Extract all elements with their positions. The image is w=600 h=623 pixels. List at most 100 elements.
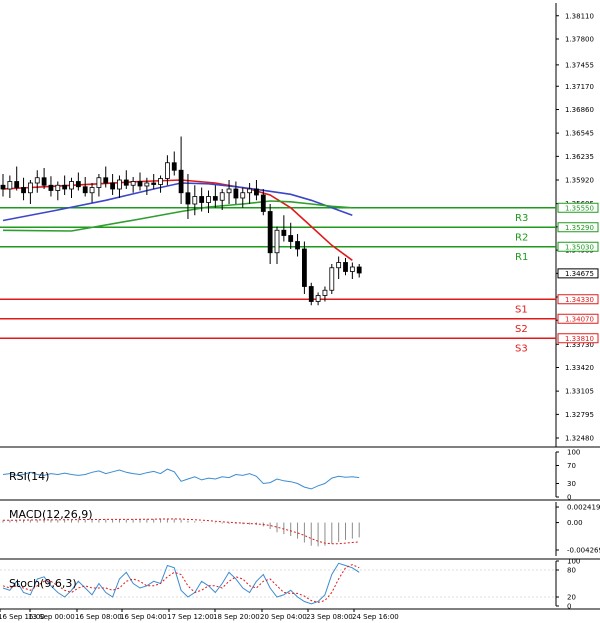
candle-body xyxy=(206,196,211,203)
candle-body xyxy=(96,177,102,188)
candle-body xyxy=(144,182,150,187)
price-tick-label: 1.32480 xyxy=(565,435,594,443)
level-tag-box xyxy=(557,202,599,213)
candle-body xyxy=(315,295,321,302)
candle-body xyxy=(343,262,348,272)
level-tag-value: 1.35550 xyxy=(565,204,594,212)
candle-body xyxy=(21,187,26,194)
candle-body xyxy=(308,286,314,302)
candle-body xyxy=(212,196,218,201)
price-plot-area xyxy=(0,3,556,447)
candle-body xyxy=(62,184,68,190)
candle-body xyxy=(27,182,33,194)
candle-body xyxy=(130,181,136,186)
macd-pane[interactable]: 0.002419 0.00 -0.004269 MACD(12,26,9) xyxy=(0,502,600,560)
price-tick-label: 1.33105 xyxy=(565,388,594,396)
rsi-pane[interactable]: 100 70 30 0 RSI(14) xyxy=(0,449,600,502)
level-tag-box xyxy=(557,222,599,233)
level-label-r1: R1 xyxy=(515,252,528,263)
candle-body xyxy=(89,187,95,194)
level-tag-value: 1.33810 xyxy=(565,335,594,343)
stoch-d-line xyxy=(2,564,360,603)
candle-body xyxy=(14,181,20,188)
candle-body xyxy=(55,184,61,191)
stoch-tick-label: 0 xyxy=(567,603,571,611)
price-tick-label: 1.33730 xyxy=(565,341,594,349)
candle-body xyxy=(103,177,109,184)
price-tick-label: 1.37800 xyxy=(565,36,594,44)
time-tick-label: 16 Sep 04:00 xyxy=(120,613,167,621)
candle-body xyxy=(281,229,287,236)
candle-body xyxy=(158,178,163,185)
candle-body xyxy=(7,181,13,190)
candle-body xyxy=(240,192,246,199)
stoch-tick-label: 80 xyxy=(567,567,576,575)
macd-signal-line xyxy=(3,518,360,545)
candle-body xyxy=(322,289,328,296)
time-tick-label: 17 Sep 12:00 xyxy=(167,613,214,621)
rsi-title: RSI(14) xyxy=(9,470,49,483)
time-tick-label: 16 Sep 16:00 xyxy=(0,613,45,621)
level-label-r2: R2 xyxy=(515,232,528,243)
time-tick-label: 13 Sep 00:00 xyxy=(28,613,75,621)
price-pane[interactable]: 1.38110 1.37800 1.37455 1.37170 1.36860 1.365… xyxy=(0,3,600,448)
price-tick-label: 1.33420 xyxy=(565,364,594,372)
candle-body xyxy=(41,177,47,186)
current-price-label: 1.34675 xyxy=(565,270,594,278)
level-tag-box xyxy=(557,241,599,252)
candle-body xyxy=(34,177,40,184)
candle-body xyxy=(117,179,122,190)
candle-body xyxy=(123,179,129,186)
candle-body xyxy=(295,241,300,250)
stoch-title: Stoch(9,6,3) xyxy=(9,577,77,590)
level-tag-box xyxy=(557,333,599,344)
candle-body xyxy=(274,229,280,254)
stoch-tick-label: 20 xyxy=(567,594,576,602)
rsi-tick-label: 70 xyxy=(567,462,576,470)
time-tick-label: 16 Sep 08:00 xyxy=(75,613,122,621)
candle-body xyxy=(171,162,177,171)
rsi-tick-label: 100 xyxy=(567,449,580,457)
candle-body xyxy=(199,196,205,203)
price-tick-label: 1.36545 xyxy=(565,130,594,138)
candle-body xyxy=(192,196,198,205)
stoch-tick-label: 100 xyxy=(567,558,580,566)
time-tick-label: 23 Sep 08:00 xyxy=(306,613,353,621)
level-label-s1: S1 xyxy=(515,304,528,315)
macd-title: MACD(12,26,9) xyxy=(9,508,93,521)
candle-body xyxy=(82,186,88,194)
macd-tick-label: 0.00 xyxy=(567,519,583,527)
candle-body xyxy=(329,267,335,291)
time-tick-label: 20 Sep 04:00 xyxy=(260,613,307,621)
moving-average-line xyxy=(2,182,353,222)
level-tag-value: 1.34070 xyxy=(565,315,594,323)
time-tick-label: 24 Sep 16:00 xyxy=(352,613,399,621)
price-tick-label: 1.32795 xyxy=(565,411,594,419)
candle-body xyxy=(151,182,157,185)
price-tick-label: 1.38110 xyxy=(565,12,594,20)
macd-tick-label: -0.004269 xyxy=(567,547,600,555)
stoch-k-line xyxy=(2,562,360,605)
candle-body xyxy=(219,192,225,201)
candle-body xyxy=(288,235,294,242)
price-tick-label: 1.36860 xyxy=(565,106,594,114)
candle-body xyxy=(185,192,191,205)
candle-body xyxy=(267,211,273,254)
level-label-r3: R3 xyxy=(515,213,528,224)
level-tag-value: 1.35290 xyxy=(565,224,594,232)
candle-body xyxy=(164,162,170,179)
price-tick-label: 1.37455 xyxy=(565,61,594,69)
candle-body xyxy=(48,184,54,191)
candle-body xyxy=(110,182,115,190)
candle-body xyxy=(247,188,253,194)
price-tick-label: 1.35920 xyxy=(565,177,594,185)
macd-tick-label: 0.002419 xyxy=(567,504,600,512)
candle-body xyxy=(137,181,143,187)
candle-body xyxy=(226,188,232,194)
candle-body xyxy=(0,184,6,190)
candle-body xyxy=(69,181,74,190)
time-tick-label: 18 Sep 20:00 xyxy=(213,613,260,621)
